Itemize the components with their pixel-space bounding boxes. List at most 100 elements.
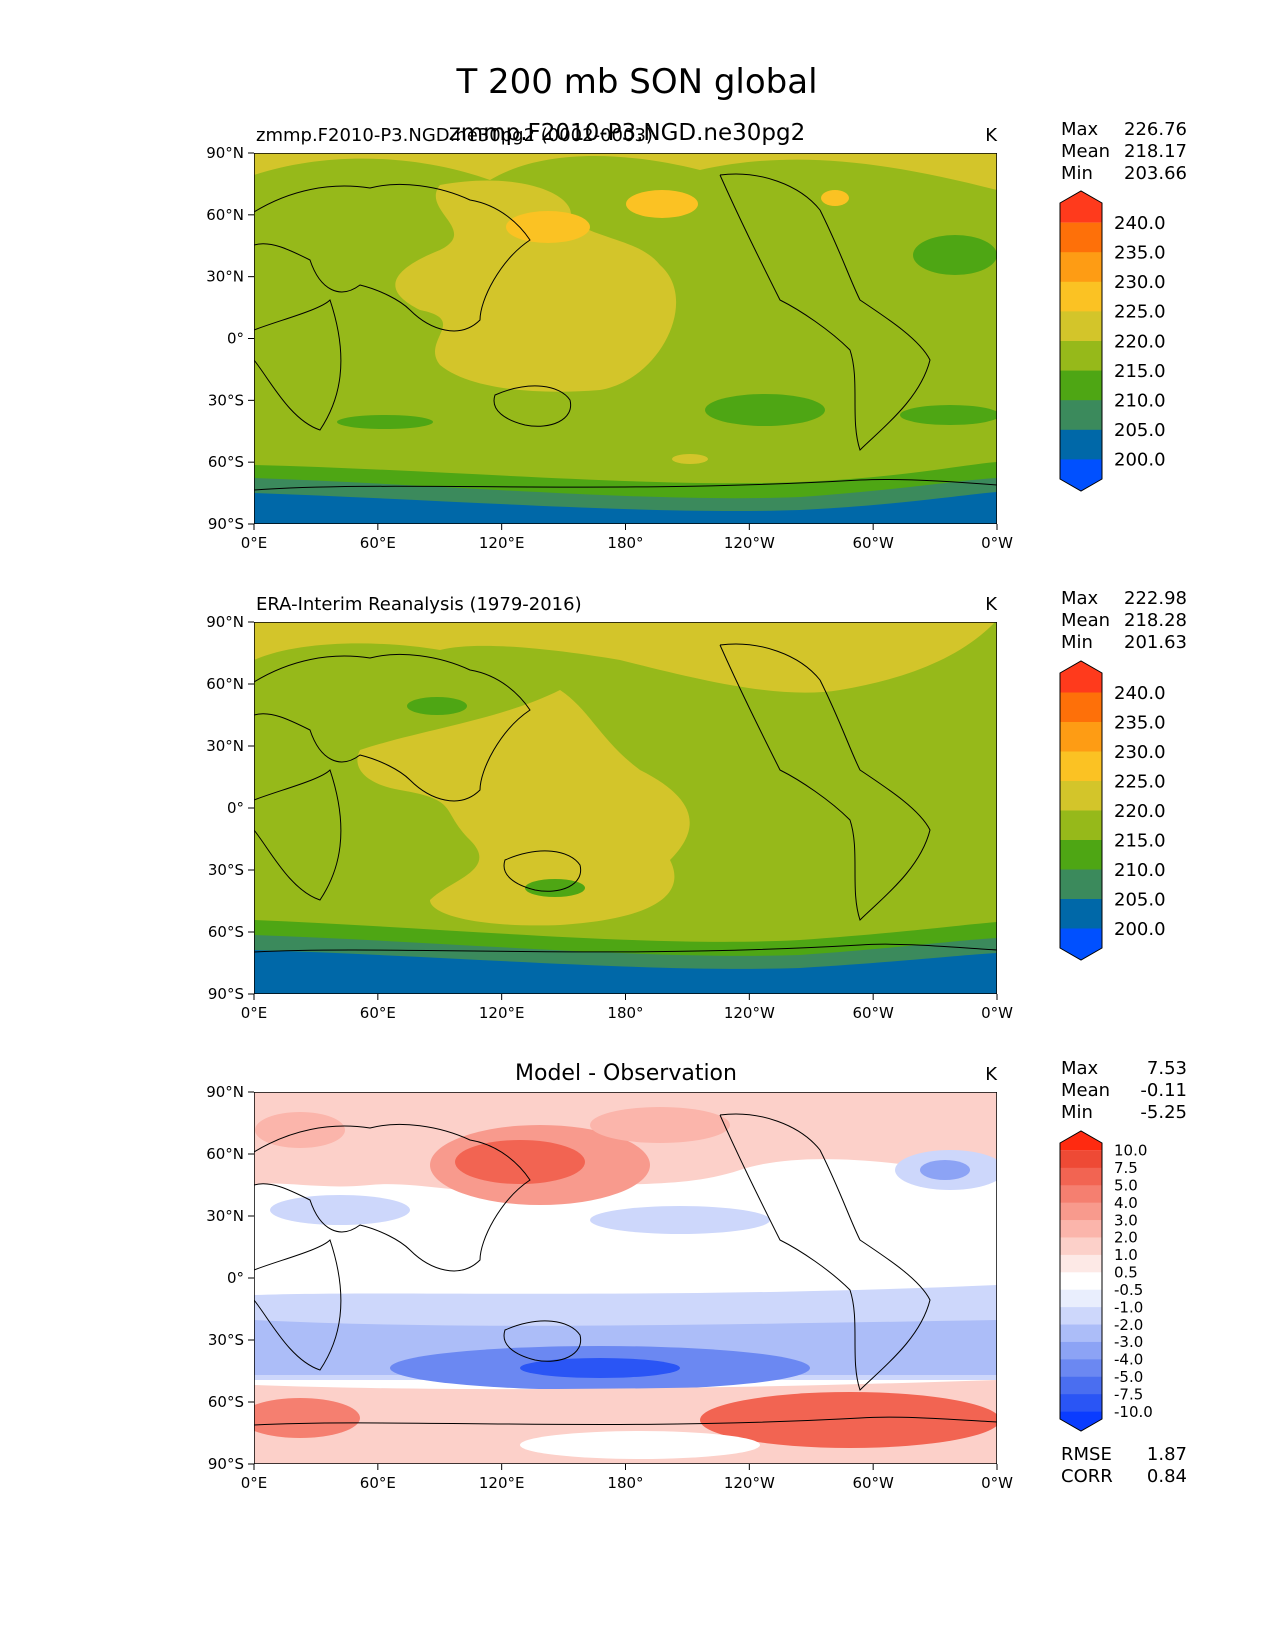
colorbar-segment [1060, 1220, 1102, 1238]
colorbar-label: -1.0 [1114, 1298, 1143, 1316]
colorbar-label: 215.0 [1114, 361, 1166, 382]
colorbar-segment [1060, 692, 1102, 723]
map-test-field [254, 153, 997, 524]
colorbar-segment [1060, 840, 1102, 870]
colorbar-segment [1060, 1289, 1102, 1308]
colorbar-label: 4.0 [1114, 1194, 1138, 1212]
stat-mean-value: 218.28 [1124, 610, 1187, 631]
figure-overlap-title: zmmp.F2010-P3.NGD.ne30pg2 [449, 120, 806, 146]
colorbar-segment [1060, 191, 1102, 223]
x-tick-label: 60°E [360, 534, 396, 552]
map-difference-field [254, 1092, 997, 1464]
panel-difference-title: Model - Observation [515, 1061, 737, 1086]
y-tick-label: 60°N [206, 1145, 244, 1163]
colorbar-segment [1060, 281, 1102, 312]
colorbar-label: -2.0 [1114, 1316, 1143, 1334]
colorbar-label: 1.0 [1114, 1246, 1138, 1264]
y-tick-label: 30°S [208, 861, 244, 879]
stat-min-label: Min [1061, 632, 1093, 653]
y-tick-label: 60°S [208, 1393, 244, 1411]
colorbar: 10.07.55.04.03.02.01.00.5-0.5-1.0-2.0-3.… [1059, 1130, 1153, 1432]
x-tick-label: 120°E [479, 1474, 525, 1492]
y-tick-label: 90°N [206, 144, 244, 162]
colorbar-label: 225.0 [1114, 771, 1166, 792]
colorbar-segment [1060, 429, 1102, 460]
colorbar-label: 200.0 [1114, 450, 1166, 471]
colorbar-label: -5.0 [1114, 1368, 1143, 1386]
y-tick-label: 90°S [208, 985, 244, 1003]
stat-max-value: 222.98 [1124, 588, 1187, 609]
stat-min-value: 201.63 [1124, 632, 1187, 653]
y-tick-label: 30°N [206, 268, 244, 286]
colorbar-segment [1060, 1237, 1102, 1256]
stat-max-value: 7.53 [1147, 1058, 1187, 1079]
stat-mean-label: Mean [1061, 1080, 1110, 1101]
colorbar-label: -10.0 [1114, 1403, 1153, 1421]
colorbar-label: 240.0 [1114, 213, 1166, 234]
x-tick-label: 60°E [360, 1004, 396, 1022]
colorbar-segment [1060, 1394, 1102, 1413]
colorbar-label: 205.0 [1114, 889, 1166, 910]
colorbar-segment [1060, 341, 1102, 372]
panel-difference: Model - Observation K RMSE 1.87 CORR 0.8… [206, 1058, 1187, 1492]
colorbar-segment [1060, 1202, 1102, 1221]
colorbar-label: -4.0 [1114, 1351, 1143, 1369]
stat-max-label: Max [1061, 119, 1099, 140]
colorbar-segment [1060, 222, 1102, 253]
colorbar-label: 225.0 [1114, 302, 1166, 323]
colorbar-segment [1060, 869, 1102, 900]
x-tick-label: 120°W [724, 534, 775, 552]
colorbar-segment [1060, 1411, 1102, 1431]
colorbar-label: 0.5 [1114, 1264, 1138, 1282]
colorbar-label: 235.0 [1114, 243, 1166, 264]
colorbar-label: 210.0 [1114, 860, 1166, 881]
colorbar-segment [1060, 1272, 1102, 1291]
colorbar-label: -3.0 [1114, 1333, 1143, 1351]
stat-min-label: Min [1061, 163, 1093, 184]
colorbar-label: 2.0 [1114, 1229, 1138, 1247]
colorbar-segment [1060, 1324, 1102, 1343]
x-tick-label: 120°E [479, 1004, 525, 1022]
panel-difference-units: K [985, 1064, 998, 1085]
x-tick-label: 180° [607, 534, 643, 552]
rmse-label: RMSE [1061, 1444, 1112, 1465]
colorbar-segment [1060, 1359, 1102, 1378]
colorbar-segment [1060, 1185, 1102, 1204]
panel-test-title: zmmp.F2010-P3.NGD.ne30pg2 (0002-0003) [256, 125, 653, 146]
x-tick-label: 0°W [981, 1004, 1013, 1022]
colorbar-segment [1060, 1167, 1102, 1186]
colorbar-label: 205.0 [1114, 420, 1166, 441]
colorbar-segment [1060, 661, 1102, 693]
colorbar-segment [1060, 781, 1102, 811]
panel-reference-units: K [985, 594, 998, 615]
y-tick-label: 0° [227, 799, 244, 817]
rmse-value: 1.87 [1147, 1444, 1187, 1465]
colorbar-segment [1060, 1341, 1102, 1360]
x-tick-label: 0°W [981, 1474, 1013, 1492]
stat-mean-value: 218.17 [1124, 141, 1187, 162]
x-tick-label: 120°W [724, 1474, 775, 1492]
x-tick-label: 0°W [981, 534, 1013, 552]
y-tick-label: 90°N [206, 1083, 244, 1101]
colorbar-segment [1060, 1307, 1102, 1326]
colorbar-segment [1060, 370, 1102, 401]
colorbar-label: 230.0 [1114, 272, 1166, 293]
colorbar-label: 240.0 [1114, 683, 1166, 704]
x-tick-label: 0°E [241, 534, 268, 552]
stat-min-label: Min [1061, 1102, 1093, 1123]
colorbar-segment [1060, 928, 1102, 960]
y-tick-label: 90°S [208, 515, 244, 533]
x-tick-label: 60°W [852, 1004, 894, 1022]
colorbar-segment [1060, 400, 1102, 431]
colorbar-label: 210.0 [1114, 391, 1166, 412]
x-tick-label: 60°E [360, 1474, 396, 1492]
colorbar-label: -0.5 [1114, 1281, 1143, 1299]
y-tick-label: 60°S [208, 923, 244, 941]
figure-title: T 200 mb SON global [455, 62, 817, 102]
x-tick-label: 0°E [241, 1474, 268, 1492]
panel-test-units: K [985, 125, 998, 146]
y-tick-label: 30°S [208, 1331, 244, 1349]
colorbar-segment [1060, 1150, 1102, 1169]
stat-mean-value: -0.11 [1140, 1080, 1187, 1101]
